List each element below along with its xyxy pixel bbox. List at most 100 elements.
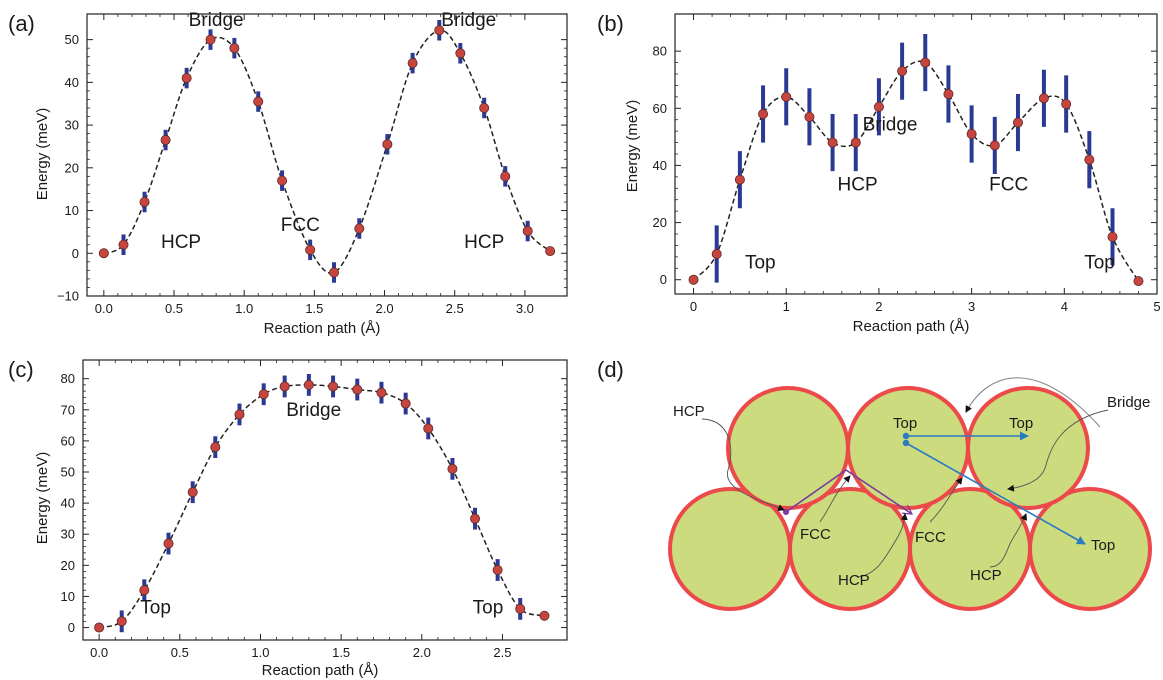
chart-b-xtick-label: 3 bbox=[968, 299, 975, 314]
chart-a-ytick-label: 0 bbox=[72, 246, 79, 261]
chart-c-fit-curve bbox=[98, 384, 545, 629]
chart-b-ytick-label: 0 bbox=[660, 272, 667, 287]
chart-b-xtick-label: 2 bbox=[875, 299, 882, 314]
chart-a-data-point bbox=[382, 139, 393, 150]
chart-b-data-point bbox=[804, 111, 815, 122]
chart-c-data-point bbox=[163, 538, 174, 549]
chart-b-ytick-label: 20 bbox=[653, 215, 667, 230]
chart-c-xtick-label: 2.5 bbox=[493, 645, 511, 660]
chart-b-ytick-label: 60 bbox=[653, 101, 667, 116]
diagram-label-top-right: Top bbox=[1009, 415, 1033, 432]
chart-a-annotation: HCP bbox=[161, 232, 201, 253]
hcp-leader-line-mid bbox=[857, 513, 908, 578]
chart-a-data-point bbox=[545, 246, 556, 257]
chart-b-xtick-label: 0 bbox=[690, 299, 697, 314]
chart-a-data-point bbox=[500, 171, 511, 182]
chart-b-xtick-label: 1 bbox=[783, 299, 790, 314]
chart-c-ytick-label: 0 bbox=[68, 620, 75, 635]
chart-a-data-point bbox=[139, 196, 150, 207]
hcp-fcc-path-arrow bbox=[785, 469, 912, 514]
chart-b-fit-curve bbox=[692, 60, 1140, 282]
chart-a-ytick-label: 10 bbox=[65, 203, 79, 218]
chart-a-annotation: HCP bbox=[464, 232, 504, 253]
chart-b-annotation: HCP bbox=[838, 175, 878, 196]
top-to-top-diagonal-arrow bbox=[905, 442, 1086, 545]
chart-a-ytick-label: 40 bbox=[65, 75, 79, 90]
chart-b-data-point bbox=[1038, 93, 1049, 104]
chart-b-data-point bbox=[758, 109, 769, 120]
atom-top-2 bbox=[846, 386, 970, 510]
chart-c-data-point bbox=[400, 398, 411, 409]
fcc-leader-line-mid bbox=[929, 477, 963, 523]
chart-a-ytick-label: −10 bbox=[57, 289, 79, 304]
chart-a-data-point bbox=[98, 248, 109, 259]
bridge-leader-line bbox=[965, 377, 1101, 428]
chart-b-xlabel: Reaction path (Å) bbox=[853, 318, 970, 335]
atom-bottom-4 bbox=[1028, 487, 1152, 611]
chart-c-annotation: Top bbox=[473, 598, 504, 619]
bridge-leader-line-2 bbox=[1007, 409, 1109, 492]
chart-b-ytick-label: 80 bbox=[653, 44, 667, 59]
chart-a-data-point bbox=[205, 34, 216, 45]
chart-c-data-point bbox=[352, 384, 363, 395]
chart-b-data-point bbox=[966, 128, 977, 139]
chart-a-ylabel: Energy (meV) bbox=[34, 108, 51, 201]
chart-c-data-point bbox=[116, 616, 127, 627]
diagram-label-bridge: Bridge bbox=[1107, 394, 1150, 411]
panel-c-letter: (c) bbox=[8, 357, 34, 382]
adsorption-site-diagram: HCP Bridge Top Top Top FCC FCC HCP HCP bbox=[668, 377, 1152, 611]
chart-c-data-point bbox=[376, 387, 387, 398]
chart-c-ytick-label: 40 bbox=[61, 496, 75, 511]
chart-a-xlabel: Reaction path (Å) bbox=[264, 320, 381, 337]
chart-a-data-point bbox=[455, 48, 466, 59]
chart-c-data-point bbox=[258, 389, 269, 400]
chart-c-data-point bbox=[423, 423, 434, 434]
chart-b-data-point bbox=[943, 89, 954, 100]
chart-a-data-point bbox=[434, 25, 445, 36]
chart-a-annotation: FCC bbox=[281, 215, 320, 236]
panel-a-letter: (a) bbox=[8, 11, 35, 36]
chart-c: Energy (meV) Reaction path (Å) 0.0 0.5 1.0… bbox=[34, 359, 568, 679]
chart-b-data-point bbox=[1012, 117, 1023, 128]
chart-c-data-point bbox=[94, 622, 105, 633]
chart-a: Energy (meV) Reaction path (Å) 0.0 0.5 1.0… bbox=[34, 10, 568, 337]
chart-a-xtick-label: 2.5 bbox=[446, 301, 464, 316]
chart-a-data-point bbox=[118, 239, 129, 250]
chart-b-data-point bbox=[711, 248, 722, 259]
chart-a-xtick-label: 3.0 bbox=[516, 301, 534, 316]
chart-a-data-point bbox=[277, 175, 288, 186]
chart-b-data-point bbox=[827, 137, 838, 148]
chart-a-xtick-label: 1.0 bbox=[235, 301, 253, 316]
chart-c-annotation: Top bbox=[140, 598, 171, 619]
chart-a-xtick-label: 1.5 bbox=[305, 301, 323, 316]
atom-top-3 bbox=[966, 386, 1090, 510]
chart-b-data-point bbox=[1061, 99, 1072, 110]
chart-b-ytick-label: 40 bbox=[653, 158, 667, 173]
chart-a-data-point bbox=[253, 96, 264, 107]
chart-c-data-point bbox=[303, 379, 314, 390]
chart-c-data-point bbox=[328, 381, 339, 392]
chart-b-data-point bbox=[989, 140, 1000, 151]
chart-b-data-point bbox=[688, 274, 699, 285]
chart-a-data-point bbox=[329, 267, 340, 278]
diagram-label-fcc-mid: FCC bbox=[915, 529, 946, 546]
chart-c-annotation: Bridge bbox=[286, 400, 341, 421]
chart-c-ytick-label: 30 bbox=[61, 527, 75, 542]
chart-a-ytick-label: 30 bbox=[65, 118, 79, 133]
chart-a-ytick-label: 20 bbox=[65, 160, 79, 175]
chart-b-data-point bbox=[1107, 231, 1118, 242]
chart-c-xtick-label: 0.0 bbox=[90, 645, 108, 660]
chart-c-ytick-label: 50 bbox=[61, 465, 75, 480]
chart-a-data-point bbox=[160, 135, 171, 146]
chart-a-fit-curve bbox=[103, 29, 551, 274]
chart-a-data-point bbox=[305, 244, 316, 255]
chart-b-data-point bbox=[897, 66, 908, 77]
chart-a-data-point bbox=[407, 58, 418, 69]
chart-b-annotation: Bridge bbox=[863, 115, 918, 136]
chart-b-data-point bbox=[850, 137, 861, 148]
hcp-leader-line bbox=[701, 418, 785, 511]
atom-top-1 bbox=[726, 386, 850, 510]
chart-c-xtick-label: 2.0 bbox=[413, 645, 431, 660]
diagram-label-hcp-right: HCP bbox=[970, 567, 1002, 584]
panel-d-letter: (d) bbox=[597, 357, 624, 382]
